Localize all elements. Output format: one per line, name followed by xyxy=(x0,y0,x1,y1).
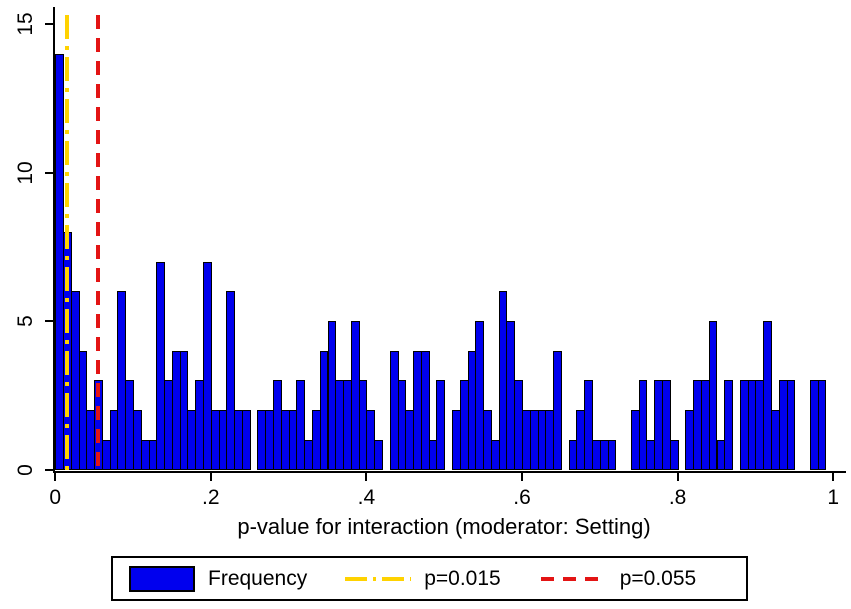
histogram-bar xyxy=(203,261,212,470)
histogram-bar xyxy=(584,380,593,470)
x-tick-mark xyxy=(832,473,835,481)
histogram-bar xyxy=(662,380,671,470)
x-tick-mark xyxy=(521,473,523,481)
x-tick-label: .8 xyxy=(668,486,687,509)
y-tick-label: 0 xyxy=(14,463,37,476)
histogram-bar xyxy=(475,321,485,470)
histogram-bar xyxy=(669,439,679,470)
histogram-bar xyxy=(786,380,796,470)
histogram-bar xyxy=(607,439,617,470)
y-tick-mark xyxy=(45,468,53,471)
legend-dashdot-line-icon xyxy=(345,576,412,581)
x-tick-mark xyxy=(365,473,368,481)
histogram-bar xyxy=(420,350,430,470)
histogram-bar xyxy=(708,321,718,470)
x-tick-label: .2 xyxy=(202,486,220,509)
x-tick-mark xyxy=(676,473,679,481)
y-tick-mark xyxy=(45,171,53,174)
y-tick-label: 5 xyxy=(14,315,37,327)
x-tick-label: 0 xyxy=(49,486,62,509)
histogram-bar xyxy=(763,321,772,470)
x-tick-mark xyxy=(209,473,212,481)
x-axis-line xyxy=(53,471,846,473)
histogram-bar xyxy=(724,380,734,470)
legend-frequency-label: Frequency xyxy=(208,566,308,590)
histogram-bar xyxy=(226,291,236,470)
histogram-bar xyxy=(638,380,648,470)
histogram-bar xyxy=(817,380,827,470)
legend: Frequency p=0.015 p=0.055 xyxy=(111,556,748,601)
histogram-bar xyxy=(296,380,306,470)
legend-p015-label: p=0.015 xyxy=(424,566,501,590)
x-tick-label: .6 xyxy=(513,486,531,509)
x-axis-title: p-value for interaction (moderator: Sett… xyxy=(237,514,651,539)
legend-item-p055: p=0.055 xyxy=(540,566,697,591)
y-tick-label: 15 xyxy=(14,12,37,36)
legend-dashed-line-icon xyxy=(540,576,607,581)
x-tick-label: 1 xyxy=(827,486,840,509)
histogram-bar xyxy=(553,350,562,470)
histogram-bar xyxy=(156,261,166,470)
legend-item-frequency: Frequency xyxy=(129,565,308,592)
histogram-bar xyxy=(241,410,251,470)
ref-line-0055 xyxy=(95,15,100,470)
ref-line-0015 xyxy=(64,15,69,470)
x-tick-label: .4 xyxy=(357,486,376,509)
y-axis-line xyxy=(53,7,55,473)
y-tick-mark xyxy=(45,23,53,25)
y-tick-mark xyxy=(45,320,53,322)
histogram-bar xyxy=(436,380,446,470)
legend-item-p015: p=0.015 xyxy=(345,567,501,591)
legend-frequency-swatch-icon xyxy=(129,565,195,592)
legend-p055-label: p=0.055 xyxy=(619,566,697,590)
y-tick-label: 10 xyxy=(14,160,37,185)
x-tick-mark xyxy=(54,473,57,481)
histogram-bar xyxy=(374,439,383,470)
